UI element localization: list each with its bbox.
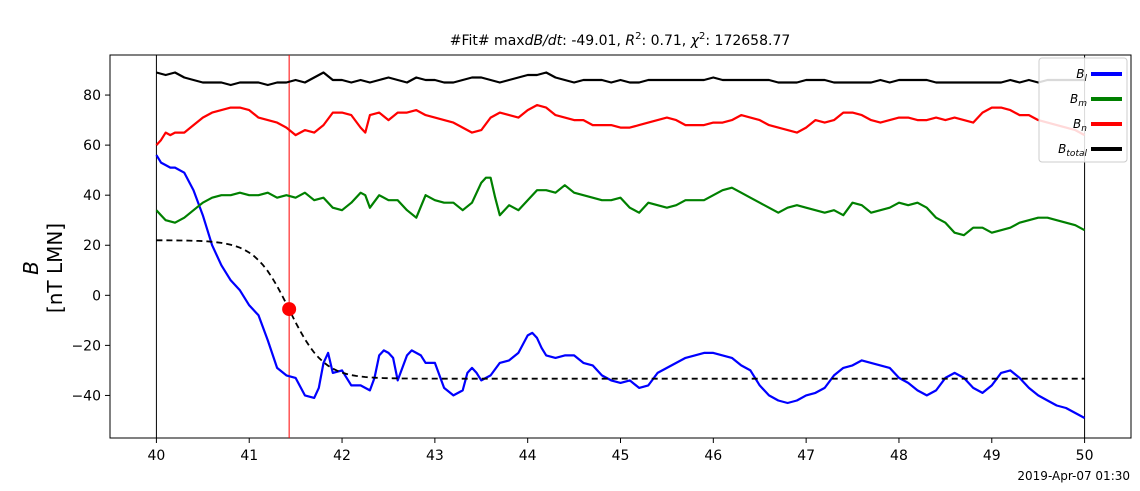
timestamp-label: 2019-Apr-07 01:30 [1017,469,1130,483]
chart-title: #Fit# maxdB/dt: -49.01, R2: 0.71, χ2: 17… [450,31,791,49]
x-tick-label: 50 [1076,448,1094,464]
y-axis-label-line1: B [19,261,43,275]
series-line-B_total [156,71,1085,87]
legend-label-B_n: Bn [1073,117,1087,134]
y-tick-label: −40 [71,388,101,404]
x-tick-label: 45 [612,448,630,464]
x-tick-label: 49 [983,448,1001,464]
x-tick-label: 48 [890,448,908,464]
plot-area: 40 41 42 43 44 45 46 47 48 49 50−40−20020406080BlB… [71,54,1132,464]
legend-label-B_l: Bl [1076,67,1087,84]
x-tick-label: 43 [426,448,444,464]
series-line-B_l [155,154,1086,419]
x-tick-label: 47 [797,448,815,464]
x-tick-label: 46 [704,448,722,464]
y-tick-label: 80 [83,88,101,104]
legend-label-B_total: Btotal [1058,142,1087,159]
x-tick-label: 44 [519,448,537,464]
y-tick-label: −20 [71,338,101,354]
y-tick-label: 60 [83,138,101,154]
legend-box [1038,57,1128,163]
y-tick-label: 40 [83,188,101,204]
y-axis-label-line2: [nT LMN] [43,223,67,313]
x-tick-label: 40 [147,448,165,464]
x-tick-label: 41 [240,448,258,464]
legend: Bl Bm Bn Btotal [1038,57,1128,163]
y-tick-label: 0 [92,288,101,304]
x-tick-label: 42 [333,448,351,464]
plot-frame [109,54,1132,439]
y-tick-label: 20 [83,238,101,254]
y-axis-label: B [nT LMN] [19,223,67,313]
series-line-B_m [155,176,1086,237]
max-derivative-marker [282,302,297,317]
series-line-B_n [155,103,1086,146]
legend-label-B_m: Bm [1070,92,1087,109]
